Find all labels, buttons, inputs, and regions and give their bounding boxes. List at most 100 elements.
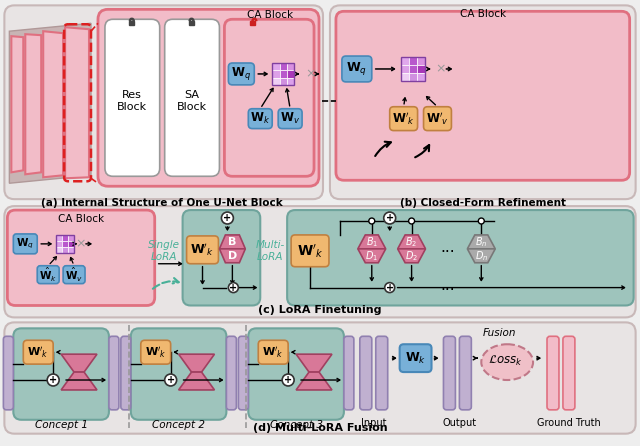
Bar: [62, 241, 68, 247]
Text: $\mathcal{L}oss_k$: $\mathcal{L}oss_k$: [488, 354, 522, 368]
FancyBboxPatch shape: [342, 56, 372, 82]
FancyBboxPatch shape: [4, 5, 323, 199]
Text: D: D: [228, 251, 237, 261]
Text: $\mathbf{W}'_k$: $\mathbf{W}'_k$: [392, 110, 415, 127]
FancyBboxPatch shape: [287, 210, 634, 306]
Polygon shape: [467, 235, 495, 249]
FancyBboxPatch shape: [8, 210, 155, 306]
Bar: [408, 73, 417, 81]
Bar: [68, 241, 74, 247]
Circle shape: [228, 283, 238, 293]
FancyBboxPatch shape: [248, 328, 344, 420]
Polygon shape: [44, 31, 63, 178]
FancyBboxPatch shape: [259, 340, 288, 364]
Text: Fusion: Fusion: [483, 328, 516, 339]
Bar: [401, 65, 408, 73]
Text: $\mathbf{W}_q$: $\mathbf{W}_q$: [17, 237, 34, 251]
Text: Concept 3: Concept 3: [269, 420, 323, 429]
FancyBboxPatch shape: [13, 234, 37, 254]
FancyBboxPatch shape: [336, 11, 630, 180]
Text: $\hat{\mathbf{W}}_v$: $\hat{\mathbf{W}}_v$: [65, 266, 83, 284]
Bar: [62, 247, 68, 253]
FancyBboxPatch shape: [444, 336, 456, 410]
Bar: [401, 57, 424, 81]
FancyBboxPatch shape: [344, 336, 354, 410]
Bar: [272, 63, 280, 70]
Bar: [417, 73, 424, 81]
Text: $\mathbf{W}'_k$: $\mathbf{W}'_k$: [145, 345, 166, 359]
FancyBboxPatch shape: [424, 107, 451, 131]
FancyBboxPatch shape: [547, 336, 559, 410]
FancyBboxPatch shape: [238, 336, 248, 410]
Bar: [287, 63, 294, 70]
Text: $\mathbf{W}_k$: $\mathbf{W}_k$: [405, 351, 426, 366]
Polygon shape: [220, 249, 245, 263]
Circle shape: [384, 212, 396, 224]
Polygon shape: [296, 372, 332, 390]
Text: +: +: [284, 375, 292, 385]
Text: Res
Block: Res Block: [116, 90, 147, 112]
FancyBboxPatch shape: [563, 336, 575, 410]
FancyBboxPatch shape: [228, 63, 254, 85]
Text: $B_1$: $B_1$: [365, 235, 378, 249]
Bar: [417, 65, 424, 73]
Polygon shape: [397, 249, 426, 263]
Text: $\mathbf{W}'_k$: $\mathbf{W}'_k$: [28, 345, 49, 359]
FancyBboxPatch shape: [13, 328, 109, 420]
Polygon shape: [220, 235, 245, 249]
Text: CA Block: CA Block: [58, 214, 104, 224]
FancyBboxPatch shape: [460, 336, 471, 410]
Polygon shape: [358, 249, 386, 263]
Text: +: +: [229, 283, 237, 293]
Text: $B_n$: $B_n$: [475, 235, 488, 249]
Circle shape: [282, 374, 294, 386]
FancyBboxPatch shape: [105, 19, 160, 176]
Text: ×: ×: [435, 62, 445, 75]
Text: Input: Input: [361, 418, 387, 428]
Bar: [272, 70, 280, 78]
Text: Concept 1: Concept 1: [35, 420, 88, 429]
Bar: [280, 63, 287, 70]
Text: +: +: [166, 375, 175, 385]
Text: Multi-
LoRA: Multi- LoRA: [255, 240, 285, 262]
Text: $\hat{\mathbf{W}}_k$: $\hat{\mathbf{W}}_k$: [39, 266, 57, 284]
Text: Output: Output: [442, 418, 476, 428]
FancyBboxPatch shape: [131, 328, 227, 420]
Bar: [62, 235, 68, 241]
FancyBboxPatch shape: [121, 336, 131, 410]
FancyBboxPatch shape: [227, 336, 236, 410]
FancyBboxPatch shape: [164, 19, 220, 176]
Text: $\mathbf{W}'_v$: $\mathbf{W}'_v$: [426, 110, 449, 127]
Text: +: +: [49, 375, 57, 385]
Bar: [68, 247, 74, 253]
Text: CA Block: CA Block: [247, 10, 293, 21]
Bar: [417, 57, 424, 65]
Circle shape: [47, 374, 59, 386]
FancyBboxPatch shape: [187, 236, 218, 264]
Text: (c) LoRA Finetuning: (c) LoRA Finetuning: [259, 306, 381, 315]
Bar: [56, 235, 74, 253]
Bar: [280, 78, 287, 85]
Text: Concept 2: Concept 2: [152, 420, 205, 429]
FancyBboxPatch shape: [248, 109, 272, 128]
Text: $\mathbf{W}_q$: $\mathbf{W}_q$: [346, 61, 367, 78]
Text: (a) Internal Structure of One U-Net Block: (a) Internal Structure of One U-Net Bloc…: [41, 198, 283, 208]
Text: $D_n$: $D_n$: [475, 249, 488, 263]
Text: $\mathbf{W}_k$: $\mathbf{W}_k$: [250, 111, 270, 126]
FancyBboxPatch shape: [330, 5, 636, 199]
FancyBboxPatch shape: [63, 266, 85, 284]
Polygon shape: [61, 354, 97, 372]
Text: $\mathbf{W}'_k$: $\mathbf{W}'_k$: [262, 345, 284, 359]
Text: Single
LoRA: Single LoRA: [148, 240, 180, 262]
Bar: [189, 21, 194, 25]
FancyBboxPatch shape: [390, 107, 417, 131]
Text: +: +: [386, 213, 394, 223]
Text: $B_2$: $B_2$: [406, 235, 418, 249]
Text: B: B: [228, 237, 237, 247]
FancyBboxPatch shape: [291, 235, 329, 267]
Bar: [280, 70, 287, 78]
FancyBboxPatch shape: [109, 336, 119, 410]
Text: (d) Multi-LoRA Fusion: (d) Multi-LoRA Fusion: [253, 423, 387, 433]
Bar: [408, 57, 417, 65]
Bar: [68, 235, 74, 241]
